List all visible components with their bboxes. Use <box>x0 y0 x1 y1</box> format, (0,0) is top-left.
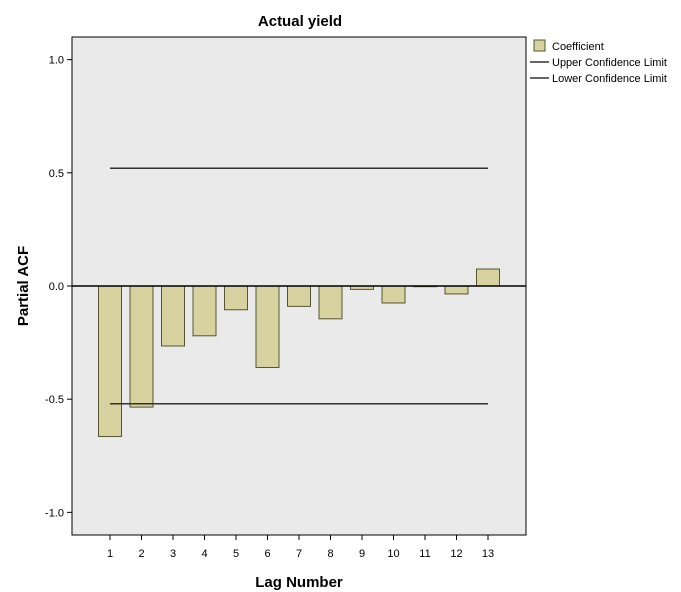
bar-lag-7 <box>287 285 311 307</box>
x-tick-label: 11 <box>419 548 430 560</box>
y-tick-label: -1.0 <box>45 507 64 519</box>
x-tick-label: 3 <box>170 548 176 560</box>
bars <box>98 268 500 438</box>
legend-label-coefficient: Coefficient <box>552 41 604 53</box>
bar-lag-1 <box>98 285 122 438</box>
bar-lag-12 <box>444 285 469 295</box>
x-tick-label: 8 <box>327 548 333 560</box>
bar-lag-10 <box>381 285 406 304</box>
legend-swatch-coefficient <box>533 39 546 52</box>
bar-lag-2 <box>129 285 154 408</box>
x-tick-label: 9 <box>359 548 365 560</box>
y-tick-label: -0.5 <box>45 394 64 406</box>
x-tick-label: 6 <box>264 548 270 560</box>
legend-label-lower: Lower Confidence Limit <box>552 73 667 85</box>
x-axis-title: Lag Number <box>255 574 343 591</box>
confidence-limits <box>110 167 488 405</box>
bar-lag-4 <box>192 285 217 337</box>
y-tick-label: 0.0 <box>49 281 64 293</box>
y-axis-title: Partial ACF <box>15 246 32 326</box>
bar-lag-3 <box>161 285 185 347</box>
bar-lag-6 <box>255 285 280 368</box>
x-tick-label: 7 <box>296 548 302 560</box>
x-tick-label: 2 <box>138 548 144 560</box>
legend-label-upper: Upper Confidence Limit <box>552 57 667 69</box>
x-tick-label: 13 <box>482 548 494 560</box>
x-tick-label: 4 <box>201 548 207 560</box>
bar-lag-8 <box>318 285 343 320</box>
x-tick-label: 12 <box>450 548 462 560</box>
bar-lag-5 <box>224 285 248 311</box>
bar-lag-13 <box>476 268 500 287</box>
x-tick-label: 10 <box>387 548 399 560</box>
x-tick-label: 1 <box>107 548 113 560</box>
y-tick-label: 1.0 <box>49 55 64 67</box>
legend: Coefficient Upper Confidence Limit Lower… <box>530 39 667 85</box>
y-axis: -1.0 -0.5 0.0 0.5 1.0 <box>45 55 72 519</box>
y-tick-label: 0.5 <box>49 168 64 180</box>
x-tick-label: 5 <box>233 548 239 560</box>
chart-title: Actual yield <box>258 13 342 30</box>
x-axis: 1 2 3 4 5 6 7 8 9 10 11 12 13 <box>107 535 494 560</box>
